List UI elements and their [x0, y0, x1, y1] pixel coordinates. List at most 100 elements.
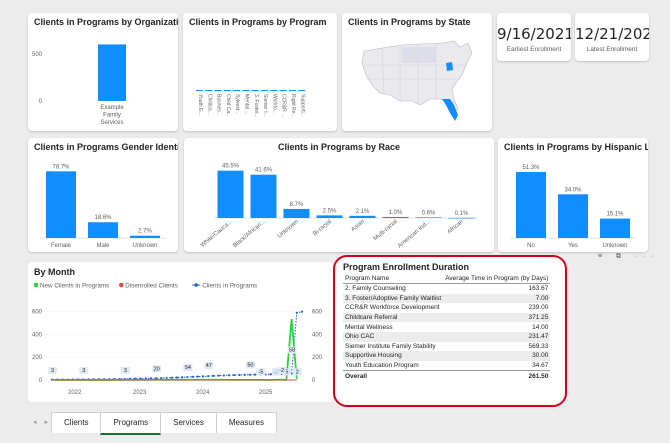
tab-services[interactable]: Services [160, 412, 217, 433]
enrollment-table[interactable]: Program Name Average Time in Program (by… [343, 274, 551, 381]
by-month-line-chart[interactable]: New Clients in Programs Disenrolled Clien… [28, 262, 333, 402]
cell-program-name: 2. Family Counseling [345, 285, 406, 293]
bar[interactable] [251, 90, 259, 91]
page-nav-arrows[interactable]: ◂ ▸ [33, 419, 51, 426]
x-tick-label: Workfo... [271, 94, 277, 114]
bar[interactable] [349, 215, 376, 218]
state-map-card[interactable]: Clients in Programs by State [342, 13, 492, 131]
ohio-highlight [446, 62, 453, 71]
x-tick-label: Right Re... [290, 94, 296, 118]
hispanic-chart-card[interactable]: Clients in Programs by Hispanic Latino 5… [498, 138, 648, 252]
bar[interactable] [558, 194, 588, 238]
visual-header-icons[interactable]: ≡ ⧉ ··· [598, 253, 660, 260]
series-point [243, 373, 246, 376]
bar[interactable] [250, 174, 277, 218]
data-label-bg[interactable] [245, 361, 255, 369]
program-chart-card[interactable]: Clients in Programs by Program Youth E..… [183, 13, 337, 131]
bar[interactable] [233, 90, 240, 91]
data-label: 78.7% [52, 164, 70, 170]
tab-measures[interactable]: Measures [215, 412, 277, 433]
table-row[interactable]: 2. Family Counseling 163.67 [343, 284, 550, 294]
data-label: 54 [185, 365, 191, 371]
gender-chart-card[interactable]: Clients in Programs Gender Identity 78.7… [28, 138, 178, 252]
bar[interactable] [298, 90, 306, 91]
data-label: 2 [296, 369, 299, 375]
us-map[interactable] [342, 13, 492, 131]
y-left-tick-label: 400 [32, 332, 43, 338]
bar[interactable] [415, 217, 442, 218]
data-label-bg[interactable] [204, 362, 214, 370]
data-label-bg[interactable] [282, 368, 292, 376]
data-label: 1.0% [389, 210, 403, 216]
bar[interactable] [382, 216, 409, 218]
kpi-earliest-card[interactable]: 9/16/2021 Earliest Enrollment [497, 13, 571, 61]
program-bar-chart[interactable]: Youth E... Childca... Busines... Child Ca..… [183, 13, 337, 131]
bar[interactable] [448, 217, 475, 219]
tab-programs[interactable]: Programs [100, 412, 162, 435]
data-label-bg[interactable] [271, 368, 281, 376]
chart-title: Clients in Programs by Race [277, 142, 401, 152]
data-label: 51.3% [522, 165, 540, 171]
x-tick-label: Siemer I... [262, 94, 268, 117]
table-row[interactable]: Mental Wellness 14.00 [343, 322, 550, 332]
table-total-row: Overall 261.50 [343, 370, 551, 381]
bar[interactable] [516, 172, 546, 238]
org-chart-card[interactable]: Clients in Programs by Organization 500 0… [28, 13, 178, 131]
by-month-card[interactable]: By Month New Clients in Programs Disenrol… [28, 262, 333, 402]
column-header-program[interactable]: Program Name [343, 274, 444, 284]
bar[interactable] [217, 170, 244, 218]
race-bar-chart[interactable]: 45.5% White/Cauca... 41.6% Black/African...… [184, 138, 494, 252]
x-tick-label: Busines... [216, 94, 222, 116]
data-label-bg[interactable] [120, 366, 130, 374]
bar[interactable] [223, 90, 231, 91]
x-tick-label: Sylvest... [234, 94, 240, 114]
legend-label: Disenrolled Clients [125, 283, 178, 290]
enrollment-duration-card[interactable]: Program Enrollment Duration Program Name… [333, 255, 567, 407]
data-label-bg[interactable] [292, 368, 302, 376]
data-label-bg[interactable] [256, 368, 266, 376]
bar[interactable] [261, 90, 268, 91]
bar[interactable] [205, 90, 213, 91]
hispanic-bar-chart[interactable]: 51.3% No 34.0% Yes 15.1% Unknown [498, 138, 648, 252]
series-point [160, 376, 163, 380]
table-row[interactable]: Supportive Housing 30.00 [343, 351, 551, 361]
bar[interactable] [242, 90, 250, 91]
bar[interactable] [279, 90, 287, 91]
bar[interactable] [98, 44, 126, 101]
legend-marker [194, 283, 198, 287]
x-tick-label: CCR&R ... [281, 94, 287, 117]
x-tick-label: Example [100, 105, 124, 111]
gender-bar-chart[interactable]: 78.7% Female 18.6% Male 2.7% Unknown [28, 138, 178, 252]
data-label-bg[interactable] [277, 366, 287, 374]
table-row[interactable]: Childcare Referral 371.25 [343, 312, 551, 323]
bar[interactable] [600, 218, 630, 238]
bar[interactable] [88, 222, 118, 238]
bar[interactable] [214, 90, 222, 91]
data-label-bg[interactable] [48, 366, 57, 374]
florida-highlight [442, 99, 458, 121]
table-row[interactable]: CCR&R Workforce Development 239.00 [343, 303, 550, 313]
tab-clients[interactable]: Clients [51, 412, 102, 433]
x-tick-label: Mental ... [244, 94, 250, 115]
bar[interactable] [316, 215, 343, 218]
table-row[interactable]: Ohio CAC 231.47 [343, 331, 551, 342]
column-header-avg-days[interactable]: Average Time in Program (by Days) [443, 274, 551, 284]
bar[interactable] [289, 90, 296, 91]
bar[interactable] [283, 208, 310, 218]
data-label-bg[interactable] [183, 364, 193, 372]
table-row[interactable]: Siemer Institute Family Stability 569.33 [343, 342, 550, 352]
bar[interactable] [130, 235, 160, 238]
table-row[interactable]: Youth Education Program 34.67 [343, 361, 550, 371]
data-label: -5 [258, 369, 263, 375]
bar[interactable] [46, 171, 76, 238]
data-label-bg[interactable] [152, 365, 162, 373]
kpi-latest-card[interactable]: 12/21/2025 Latest Enrollment [575, 13, 649, 61]
data-label-bg[interactable] [79, 366, 89, 374]
bar[interactable] [270, 90, 278, 91]
race-chart-card[interactable]: Clients in Programs by Race 45.5% White/C… [184, 138, 494, 252]
x-tick-label: Unknown [277, 219, 300, 240]
data-label-bg[interactable] [287, 346, 297, 354]
table-row[interactable]: 3. Foster/Adoptive Family Waitlist 7.00 [343, 293, 551, 304]
bar[interactable] [196, 90, 203, 91]
